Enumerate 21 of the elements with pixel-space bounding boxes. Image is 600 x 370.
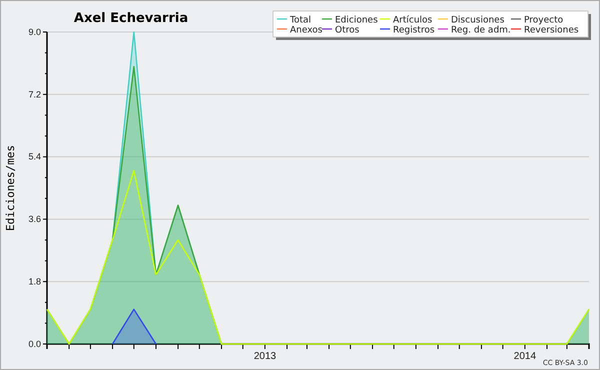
x-tick-label: 2014 (514, 351, 536, 362)
legend-label: Total (289, 16, 312, 26)
legend-label: Artículos (393, 14, 433, 26)
x-tick-label: 2013 (254, 351, 276, 362)
y-tick-label: 1.8 (28, 276, 41, 286)
line-series (46, 170, 590, 345)
legend-label: Reversiones (524, 26, 579, 36)
legend-label: Anexos (290, 26, 323, 36)
legend-label: Discusiones (451, 16, 505, 26)
y-tick-label: 3.6 (28, 214, 41, 224)
legend-label: Reg. de adm. (451, 26, 511, 36)
y-tick-label: 7.2 (28, 89, 41, 100)
legend-label: Proyecto (524, 16, 564, 26)
legend-label: Ediciones (335, 16, 378, 26)
y-tick-label: 0.0 (28, 338, 41, 349)
y-tick-label: 5.4 (28, 152, 41, 162)
y-axis-title: Ediciones/mes (4, 144, 17, 232)
y-tick-label: 9.0 (28, 26, 41, 37)
chart-title: Axel Echevarria (74, 11, 188, 26)
legend-label: Registros (393, 26, 435, 36)
legend-label: Otros (335, 26, 360, 36)
